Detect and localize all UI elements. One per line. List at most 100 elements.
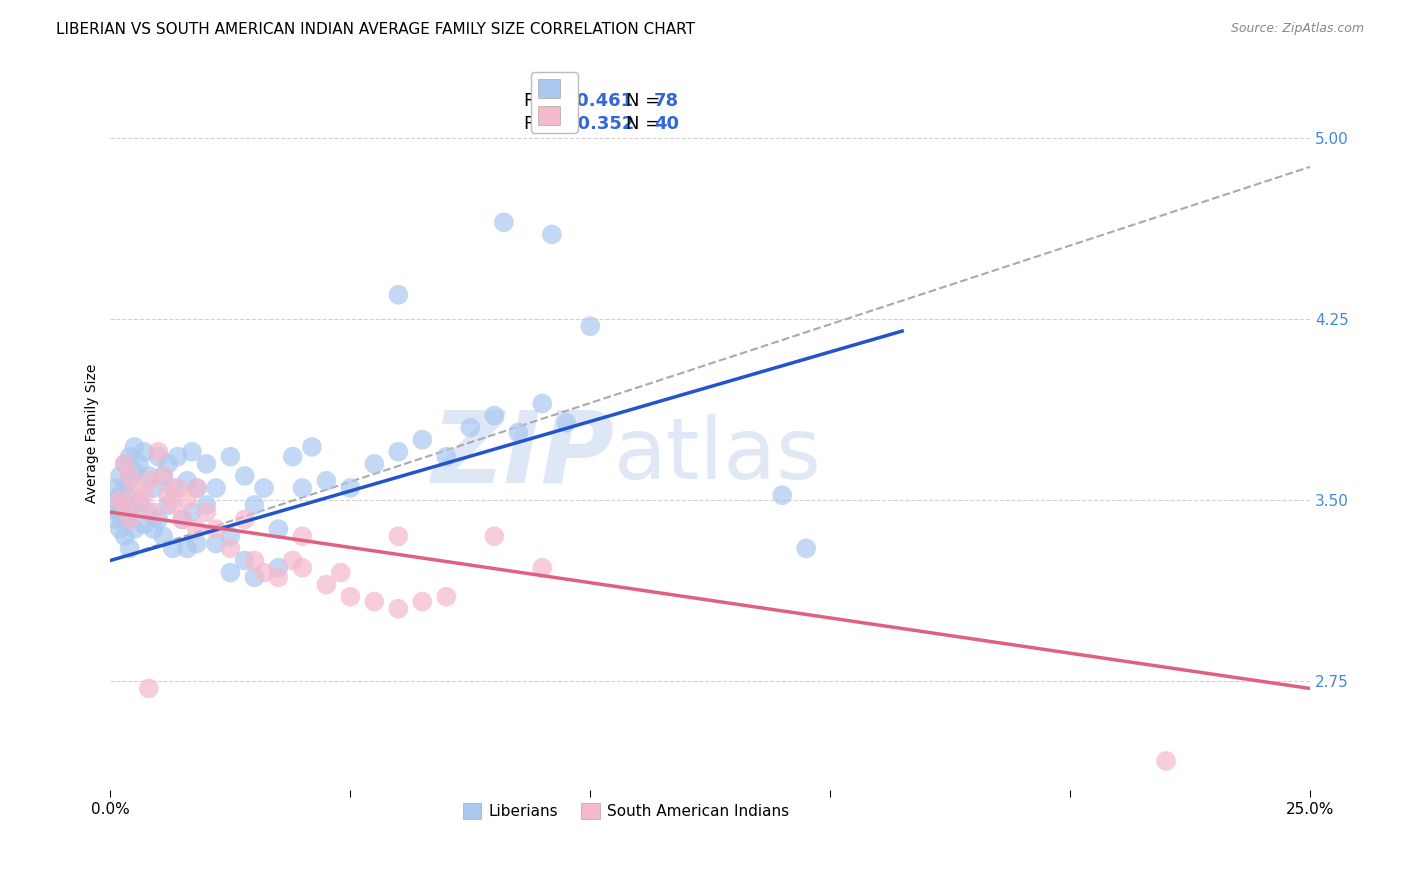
Point bbox=[531, 396, 554, 410]
Point bbox=[104, 500, 127, 515]
Point bbox=[118, 469, 141, 483]
Point bbox=[1154, 754, 1177, 768]
Point bbox=[387, 601, 409, 615]
Point bbox=[118, 505, 141, 519]
Point bbox=[195, 457, 218, 471]
Point bbox=[301, 440, 323, 454]
Point bbox=[233, 553, 256, 567]
Point bbox=[186, 522, 208, 536]
Point bbox=[132, 488, 155, 502]
Text: Source: ZipAtlas.com: Source: ZipAtlas.com bbox=[1230, 22, 1364, 36]
Point bbox=[291, 481, 314, 495]
Point bbox=[138, 474, 160, 488]
Point bbox=[148, 512, 170, 526]
Point bbox=[108, 493, 131, 508]
Point bbox=[205, 481, 228, 495]
Point bbox=[267, 522, 290, 536]
Text: R =: R = bbox=[524, 115, 564, 133]
Point bbox=[770, 488, 793, 502]
Text: LIBERIAN VS SOUTH AMERICAN INDIAN AVERAGE FAMILY SIZE CORRELATION CHART: LIBERIAN VS SOUTH AMERICAN INDIAN AVERAG… bbox=[56, 22, 695, 37]
Point bbox=[243, 570, 266, 584]
Text: atlas: atlas bbox=[614, 414, 823, 497]
Point bbox=[281, 553, 304, 567]
Point bbox=[186, 481, 208, 495]
Point bbox=[142, 505, 165, 519]
Point bbox=[205, 522, 228, 536]
Point bbox=[124, 481, 146, 495]
Point bbox=[162, 498, 184, 512]
Point bbox=[434, 450, 457, 464]
Point bbox=[186, 536, 208, 550]
Point bbox=[152, 529, 174, 543]
Point bbox=[108, 508, 131, 522]
Point bbox=[329, 566, 352, 580]
Point bbox=[114, 529, 136, 543]
Text: -0.352: -0.352 bbox=[569, 115, 634, 133]
Point bbox=[104, 481, 127, 495]
Point bbox=[411, 594, 433, 608]
Point bbox=[114, 481, 136, 495]
Point bbox=[315, 474, 337, 488]
Point bbox=[114, 512, 136, 526]
Point bbox=[219, 566, 242, 580]
Point bbox=[315, 577, 337, 591]
Point bbox=[205, 536, 228, 550]
Point bbox=[108, 522, 131, 536]
Point bbox=[219, 450, 242, 464]
Point bbox=[579, 319, 602, 334]
Point bbox=[128, 498, 150, 512]
Point bbox=[387, 529, 409, 543]
Point bbox=[411, 433, 433, 447]
Point bbox=[794, 541, 817, 556]
Point bbox=[484, 529, 506, 543]
Point bbox=[531, 560, 554, 574]
Point bbox=[176, 474, 198, 488]
Point bbox=[219, 541, 242, 556]
Point bbox=[181, 444, 204, 458]
Point bbox=[281, 450, 304, 464]
Point bbox=[339, 481, 361, 495]
Point bbox=[172, 512, 194, 526]
Point bbox=[104, 512, 127, 526]
Point bbox=[114, 498, 136, 512]
Point bbox=[124, 498, 146, 512]
Point bbox=[387, 444, 409, 458]
Point bbox=[339, 590, 361, 604]
Text: R =: R = bbox=[524, 92, 564, 110]
Y-axis label: Average Family Size: Average Family Size bbox=[86, 364, 100, 503]
Point bbox=[541, 227, 564, 242]
Point bbox=[233, 512, 256, 526]
Point bbox=[148, 444, 170, 458]
Point bbox=[181, 505, 204, 519]
Point bbox=[253, 566, 276, 580]
Point bbox=[434, 590, 457, 604]
Point bbox=[104, 493, 127, 508]
Point bbox=[508, 425, 530, 440]
Point bbox=[219, 529, 242, 543]
Point bbox=[243, 498, 266, 512]
Point bbox=[118, 474, 141, 488]
Point bbox=[233, 469, 256, 483]
Point bbox=[114, 457, 136, 471]
Point bbox=[492, 215, 515, 229]
Point bbox=[128, 457, 150, 471]
Point bbox=[138, 469, 160, 483]
Point bbox=[291, 560, 314, 574]
Point bbox=[166, 450, 188, 464]
Legend: Liberians, South American Indians: Liberians, South American Indians bbox=[457, 797, 796, 825]
Point bbox=[162, 481, 184, 495]
Point bbox=[267, 570, 290, 584]
Point bbox=[142, 522, 165, 536]
Text: 40: 40 bbox=[654, 115, 679, 133]
Point bbox=[162, 541, 184, 556]
Point bbox=[363, 594, 385, 608]
Point bbox=[156, 488, 179, 502]
Point bbox=[176, 493, 198, 508]
Point bbox=[363, 457, 385, 471]
Point bbox=[108, 469, 131, 483]
Point bbox=[124, 440, 146, 454]
Point bbox=[555, 416, 578, 430]
Text: N =: N = bbox=[626, 115, 666, 133]
Point bbox=[118, 450, 141, 464]
Point bbox=[156, 498, 179, 512]
